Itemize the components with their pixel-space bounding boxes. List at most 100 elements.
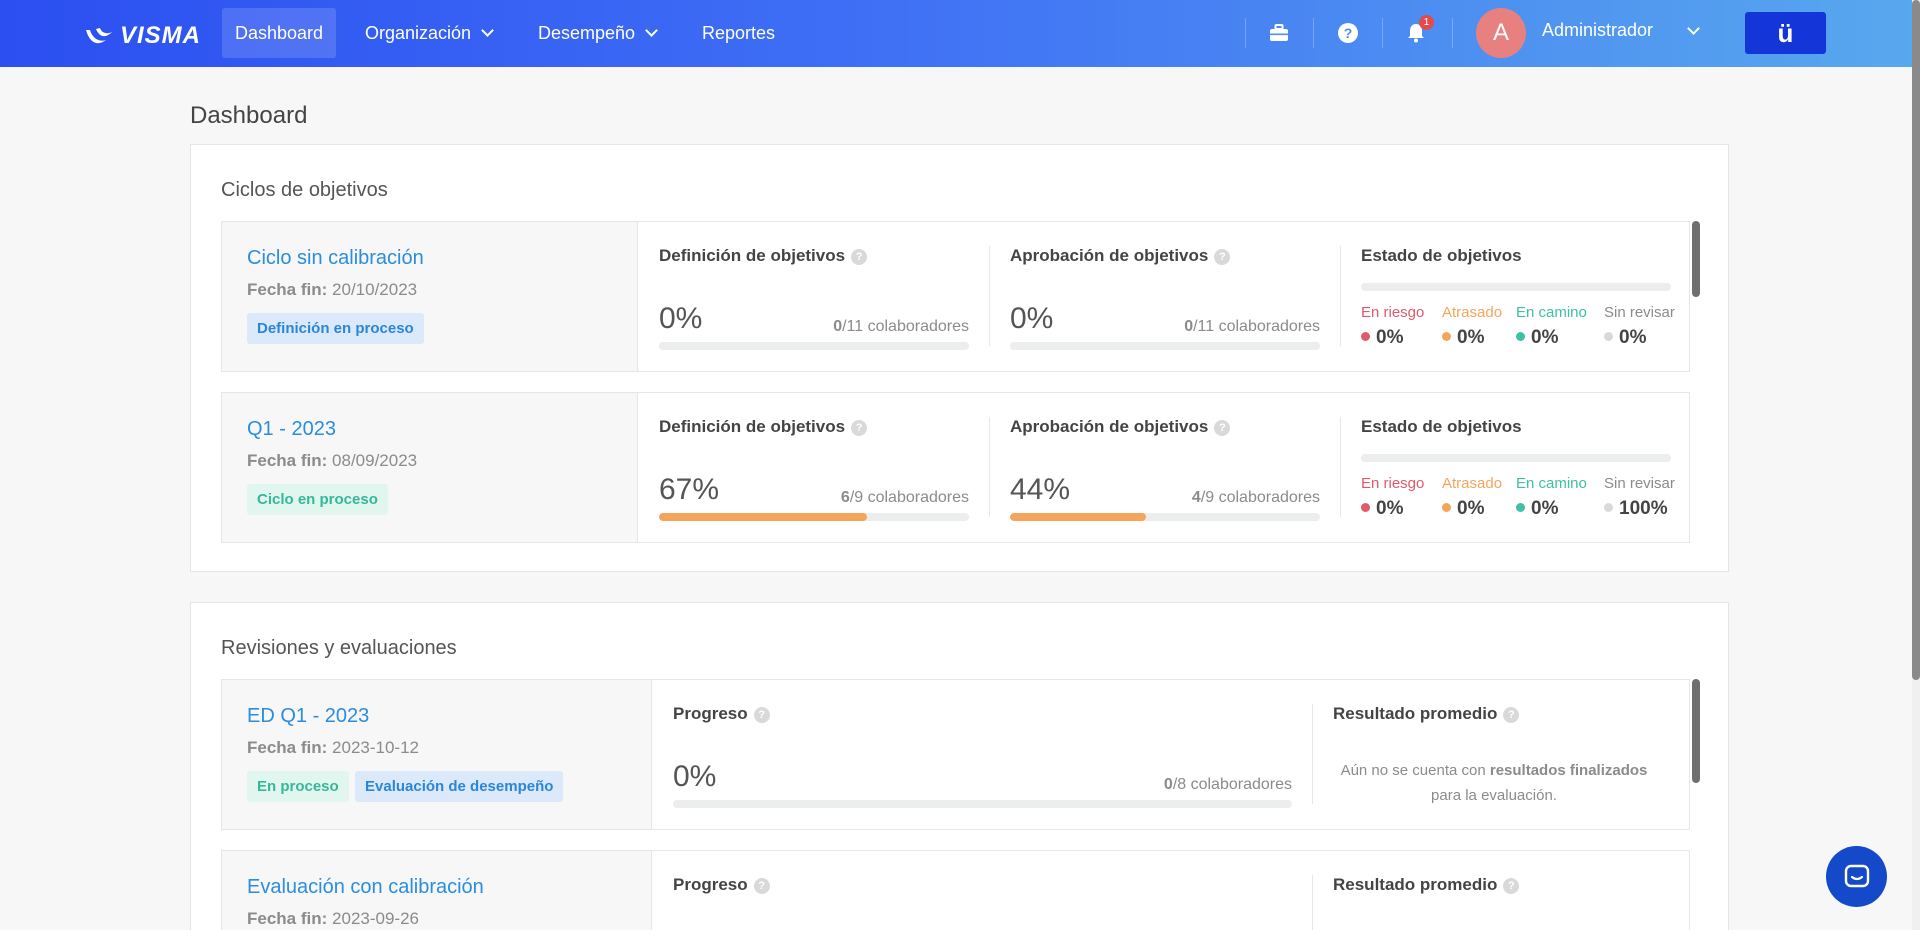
average-result-stat: Resultado promedio? xyxy=(1333,851,1655,930)
stat-title: Resultado promedio? xyxy=(1333,875,1520,895)
progress-bar xyxy=(1010,342,1320,350)
status-en-riesgo: En riesgo 0% xyxy=(1361,304,1424,349)
cycle-title-link[interactable]: Q1 - 2023 xyxy=(247,418,336,440)
total-count: /9 colaboradores xyxy=(1200,489,1320,506)
nav-reportes[interactable]: Reportes xyxy=(689,8,788,58)
nav-desempeno-label: Desempeño xyxy=(538,23,636,43)
nav-divider xyxy=(1452,18,1453,48)
done-count: 6 xyxy=(840,489,850,506)
type-badge: Evaluación de desempeño xyxy=(355,771,564,802)
status-atrasado: Atrasado 0% xyxy=(1442,304,1502,349)
status-en-camino: En camino 0% xyxy=(1516,475,1587,520)
review-title-link[interactable]: Evaluación con calibración xyxy=(247,876,484,898)
dot-icon xyxy=(1604,332,1613,341)
status-value-text: 0% xyxy=(1376,498,1404,519)
goal-definition-stat: Definición de objetivos? 67% 6/9 colabor… xyxy=(659,393,969,542)
progress-bar xyxy=(659,342,969,350)
avatar[interactable]: A xyxy=(1476,8,1526,58)
nav-organizacion[interactable]: Organización xyxy=(352,8,505,58)
status-value-text: 0% xyxy=(1531,327,1559,348)
chevron-down-icon xyxy=(645,24,658,37)
done-count: 0 xyxy=(1163,776,1173,793)
help-icon[interactable]: ? xyxy=(1503,707,1520,723)
status-label: Sin revisar xyxy=(1604,475,1675,492)
help-icon[interactable]: ? xyxy=(753,707,770,723)
goal-status-stat: Estado de objetivos En riesgo 0% Atrasado… xyxy=(1361,393,1675,542)
stat-title: Estado de objetivos xyxy=(1361,417,1522,436)
nav-dashboard[interactable]: Dashboard xyxy=(222,8,337,58)
chat-launcher-button[interactable] xyxy=(1826,846,1887,907)
progress-fill xyxy=(659,513,867,521)
page-scrollbar[interactable] xyxy=(1912,0,1920,930)
column-divider xyxy=(1312,704,1313,804)
chevron-down-icon[interactable] xyxy=(1687,22,1700,35)
review-card: ED Q1 - 2023 Fecha fin: 2023-10-12 En pr… xyxy=(221,679,1690,830)
dot-icon xyxy=(1442,332,1451,341)
svg-text:?: ? xyxy=(1344,25,1353,41)
dot-icon xyxy=(1442,503,1451,512)
help-icon[interactable]: ? xyxy=(1214,249,1231,265)
inner-scrollbar[interactable] xyxy=(1692,679,1700,783)
help-icon[interactable]: ? xyxy=(1503,878,1520,894)
status-bar xyxy=(1361,283,1671,291)
reviews-panel: Revisiones y evaluaciones ED Q1 - 2023 F… xyxy=(190,602,1729,930)
status-value: 0% xyxy=(1361,498,1424,520)
nav-divider xyxy=(1382,18,1383,48)
inner-scrollbar[interactable] xyxy=(1692,221,1700,297)
nav-desempeno[interactable]: Desempeño xyxy=(525,8,669,58)
stat-title: Progreso? xyxy=(673,704,770,724)
bell-icon[interactable]: 1 xyxy=(1402,15,1434,47)
done-count: 4 xyxy=(1191,489,1201,506)
stat-title-text: Resultado promedio xyxy=(1333,704,1498,723)
chevron-down-icon xyxy=(481,24,494,37)
status-label: Atrasado xyxy=(1442,475,1503,492)
help-icon[interactable]: ? xyxy=(851,249,868,265)
page-scrollbar-thumb[interactable] xyxy=(1912,0,1920,680)
status-atrasado: Atrasado 0% xyxy=(1442,475,1502,520)
progress-fill xyxy=(1010,513,1147,521)
stat-title: Aprobación de objetivos? xyxy=(1010,417,1231,437)
briefcase-icon[interactable] xyxy=(1265,19,1293,47)
visma-logo[interactable]: VISMA xyxy=(84,22,201,50)
status-value: 0% xyxy=(1516,327,1587,349)
stat-title-text: Definición de objetivos xyxy=(659,246,846,265)
help-icon[interactable]: ? xyxy=(851,420,868,436)
end-date-value: 2023-09-26 xyxy=(332,909,419,928)
page-title: Dashboard xyxy=(190,102,308,129)
help-icon[interactable]: ? xyxy=(753,878,770,894)
status-badge: En proceso xyxy=(247,771,349,802)
end-date-label: Fecha fin: xyxy=(247,738,328,757)
review-end-date: Fecha fin: 2023-09-26 xyxy=(247,909,419,929)
review-progress-stat: Progreso? xyxy=(673,851,1292,930)
cycle-end-date: Fecha fin: 08/09/2023 xyxy=(247,451,417,471)
done-count: 0 xyxy=(1184,318,1194,335)
cycle-end-date: Fecha fin: 20/10/2023 xyxy=(247,280,417,300)
end-date-value: 08/09/2023 xyxy=(332,451,418,470)
review-card: Evaluación con calibración Fecha fin: 20… xyxy=(221,850,1690,930)
goal-status-stat: Estado de objetivos En riesgo 0% Atrasado… xyxy=(1361,222,1675,371)
stat-title: Definición de objetivos? xyxy=(659,417,868,437)
visma-swoosh-icon xyxy=(86,28,112,44)
nav-divider xyxy=(1313,18,1314,48)
stat-title: Definición de objetivos? xyxy=(659,246,868,266)
stat-title-text: Progreso xyxy=(673,704,748,723)
nav-organizacion-label: Organización xyxy=(365,23,472,43)
help-icon[interactable]: ? xyxy=(1214,420,1231,436)
user-name[interactable]: Administrador xyxy=(1542,20,1654,40)
status-value-text: 100% xyxy=(1619,498,1668,519)
review-title-link[interactable]: ED Q1 - 2023 xyxy=(247,705,370,727)
help-icon[interactable]: ? xyxy=(1334,19,1362,47)
column-divider xyxy=(1312,875,1313,930)
column-divider xyxy=(989,417,990,517)
goal-cycles-panel: Ciclos de objetivos Ciclo sin calibració… xyxy=(190,144,1729,572)
cycle-title-link[interactable]: Ciclo sin calibración xyxy=(247,247,424,269)
collaborators-count: 0/8 colaboradores xyxy=(1164,776,1292,794)
collaborators-count: 4/9 colaboradores xyxy=(1192,489,1320,507)
end-date-label: Fecha fin: xyxy=(247,451,328,470)
no-results-text: para la evaluación. xyxy=(1431,787,1557,804)
total-count: /9 colaboradores xyxy=(849,489,969,506)
cycle-info: Q1 - 2023 Fecha fin: 08/09/2023 Ciclo en… xyxy=(222,393,638,542)
brand-app-button[interactable]: ü xyxy=(1745,12,1826,54)
goal-definition-stat: Definición de objetivos? 0% 0/11 colabor… xyxy=(659,222,969,371)
dot-icon xyxy=(1361,503,1370,512)
